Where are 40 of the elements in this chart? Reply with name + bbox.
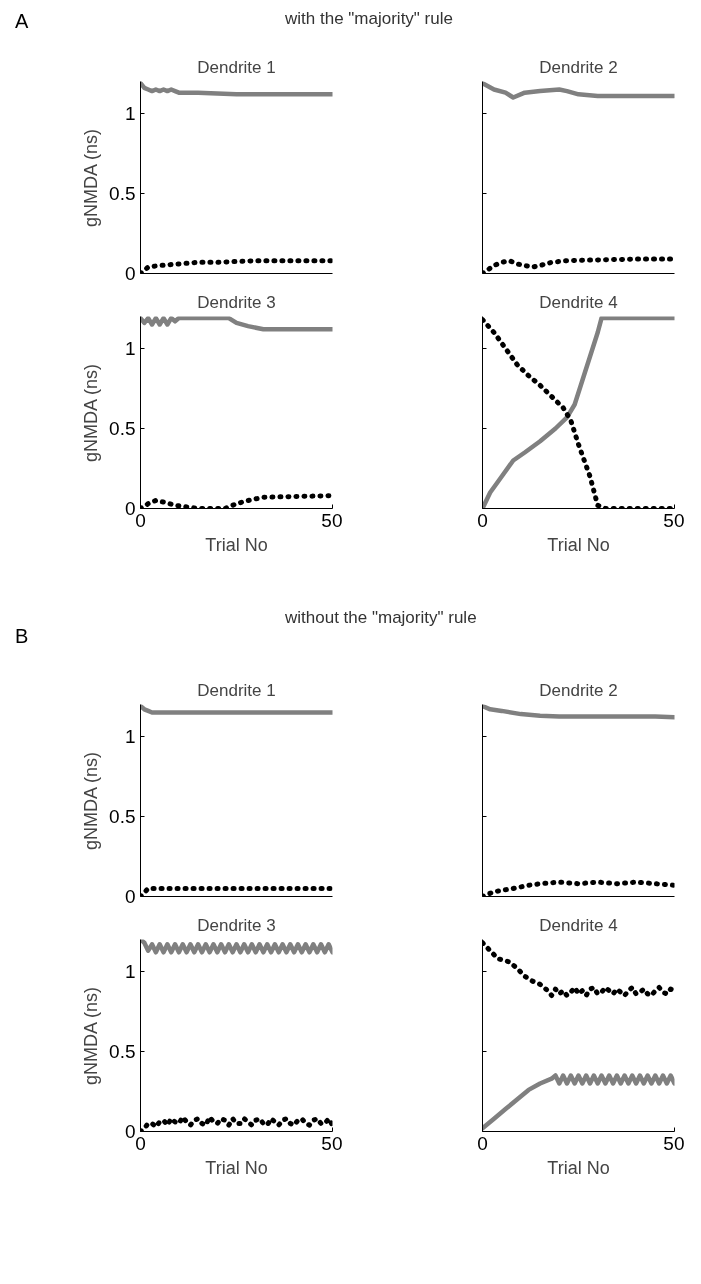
y-axis-title: gNMDA (ns) (81, 751, 102, 850)
y-tick-label: 0.5 (109, 183, 136, 204)
x-tick-label: 50 (663, 509, 685, 531)
chart-title: Dendrite 4 (539, 292, 618, 312)
chart-title: Dendrite 2 (539, 680, 618, 700)
y-tick-label: 1 (124, 338, 136, 359)
chart-title: Dendrite 1 (197, 57, 276, 77)
text: with the "majority" rule (285, 8, 453, 30)
chart-title: Dendrite 1 (197, 680, 276, 700)
x-tick-label: 50 (321, 509, 343, 531)
y-tick-label: 1 (124, 103, 136, 124)
line-series (140, 81, 333, 97)
text: B (15, 624, 29, 649)
x-tick-label: 0 (477, 1132, 488, 1154)
y-tick-label: 1 (124, 961, 136, 982)
x-tick-label: 0 (477, 509, 488, 531)
y-tick-label: 0.5 (109, 1041, 136, 1062)
x-axis-title: Trial No (547, 1157, 610, 1178)
line-series (140, 316, 333, 332)
chart-title: Dendrite 4 (539, 915, 618, 935)
x-axis-title: Trial No (205, 534, 268, 555)
chart-title: Dendrite 2 (539, 57, 618, 77)
y-axis-title: gNMDA (ns) (81, 363, 102, 462)
y-tick-label: 0 (124, 263, 136, 284)
x-axis-title: Trial No (205, 1157, 268, 1178)
x-tick-label: 50 (663, 1132, 685, 1154)
line-series (140, 704, 333, 715)
y-axis-title: gNMDA (ns) (81, 128, 102, 227)
x-axis-title: Trial No (547, 534, 610, 555)
y-tick-label: 0.5 (109, 418, 136, 439)
y-axis-title: gNMDA (ns) (81, 986, 102, 1085)
y-tick-label: 1 (124, 726, 136, 747)
line-series (140, 939, 333, 955)
y-tick-label: 0.5 (109, 806, 136, 827)
x-tick-label: 50 (321, 1132, 343, 1154)
text: without the "majority" rule (285, 607, 477, 629)
chart-title: Dendrite 3 (197, 292, 276, 312)
chart-title: Dendrite 3 (197, 915, 276, 935)
y-tick-label: 0 (124, 886, 136, 907)
text: A (15, 9, 29, 34)
